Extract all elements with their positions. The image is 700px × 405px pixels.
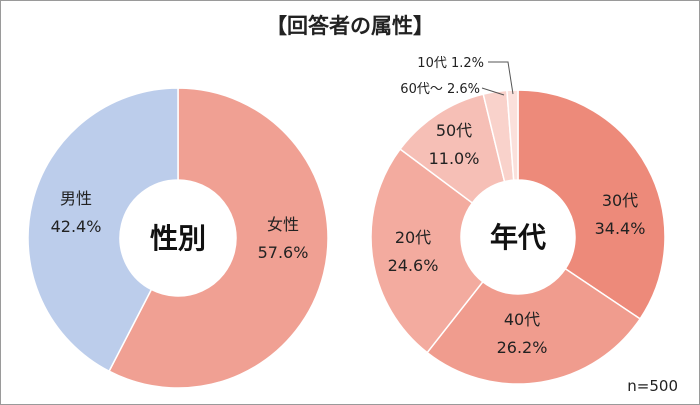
gender-value-0: 57.6%	[258, 243, 309, 262]
age-leader-5	[488, 61, 514, 95]
age-slice-5	[506, 89, 519, 181]
age-center-label: 年代	[490, 221, 546, 254]
gender-value-1: 42.4%	[51, 217, 102, 236]
gender-slice-1	[27, 87, 179, 373]
gender-slice-0	[108, 87, 329, 389]
gender-center-label: 性別	[150, 222, 206, 255]
age-value-3: 11.0%	[429, 149, 480, 168]
age-label-3: 50代	[436, 121, 472, 140]
age-value-1: 26.2%	[497, 338, 548, 357]
age-leader-4	[481, 87, 505, 96]
sample-size: n=500	[627, 377, 678, 395]
age-slice-1	[426, 267, 642, 385]
gender-label-0: 女性	[267, 215, 299, 234]
age-callout-4: 60代～ 2.6%	[400, 82, 480, 97]
age-label-1: 40代	[504, 310, 540, 329]
age-slice-0	[517, 89, 666, 320]
age-value-2: 24.6%	[388, 256, 439, 275]
age-slice-2	[370, 148, 484, 354]
age-value-0: 34.4%	[595, 219, 646, 238]
age-label-2: 20代	[395, 228, 431, 247]
age-callout-5: 10代 1.2%	[417, 56, 484, 71]
age-label-0: 30代	[602, 191, 638, 210]
gender-label-1: 男性	[60, 189, 92, 208]
chart-title: 【回答者の属性】	[266, 14, 434, 38]
